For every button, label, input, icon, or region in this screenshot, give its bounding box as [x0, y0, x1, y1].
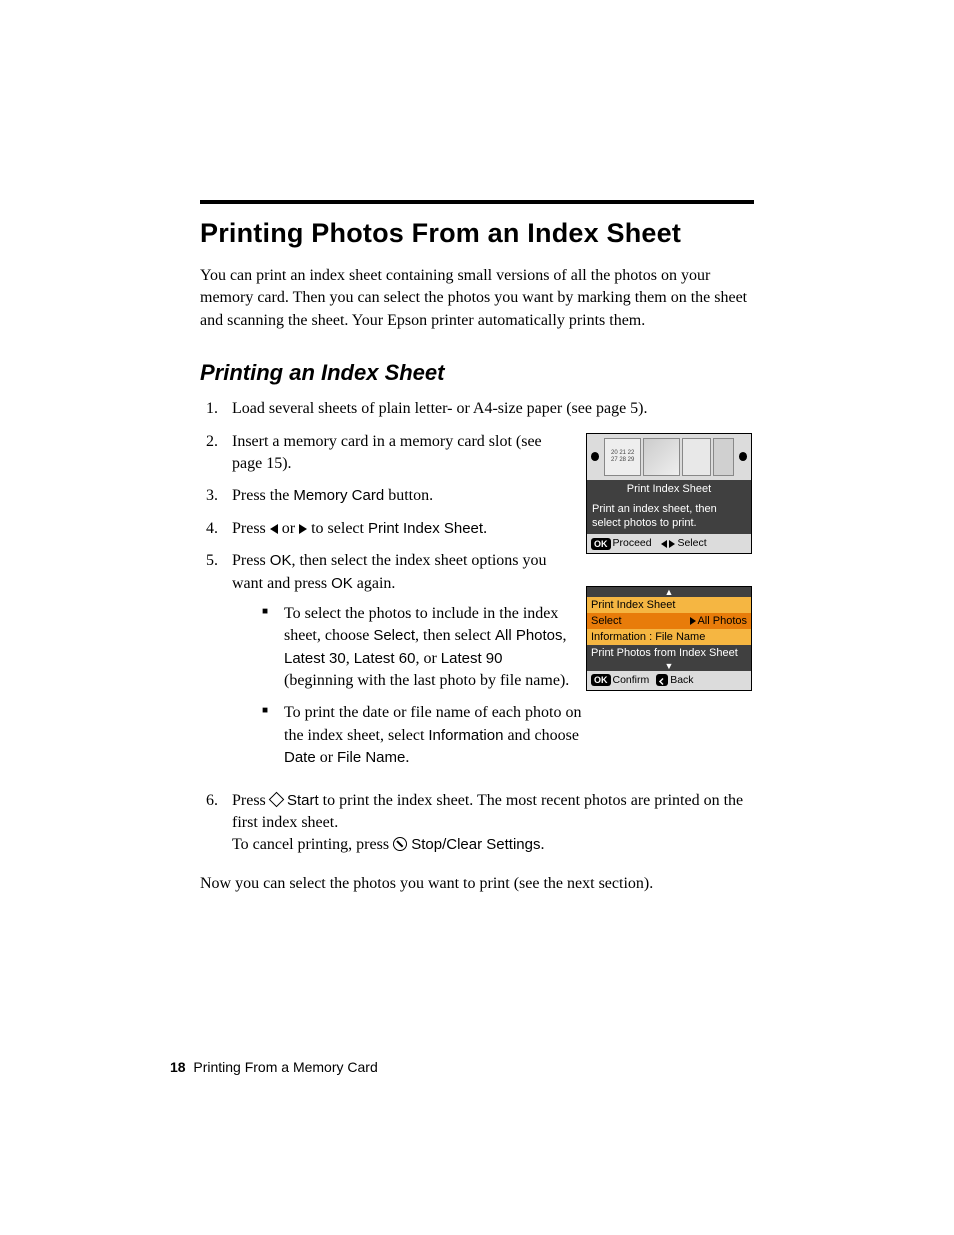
- step-4-mid: or: [278, 520, 299, 537]
- b2-or: or: [316, 749, 337, 766]
- lcd-title: Print Index Sheet: [587, 480, 751, 499]
- closing-paragraph: Now you can select the photos you want t…: [200, 873, 754, 895]
- step-2: 20 21 22 27 28 29 Print Index Sheet Prin…: [222, 431, 754, 476]
- s6-cancel-end: .: [540, 836, 544, 853]
- b1-or: , or: [415, 650, 440, 667]
- page-number: 18: [170, 1059, 186, 1075]
- step-2-text: Insert a memory card in a memory card sl…: [232, 433, 542, 472]
- lcd-filmstrip: 20 21 22 27 28 29: [587, 434, 751, 480]
- select-label-b: Select: [373, 627, 415, 644]
- step-6: Press Start to print the index sheet. Th…: [222, 790, 754, 857]
- page-heading: Printing Photos From an Index Sheet: [200, 218, 754, 249]
- menu-up-arrow: ▲: [587, 587, 751, 597]
- left-arrow-icon: [661, 540, 667, 548]
- date-label: Date: [284, 749, 316, 766]
- thumb-nums: 20 21 22 27 28 29: [611, 450, 634, 464]
- start-label: Start: [283, 792, 319, 809]
- steps-list: Load several sheets of plain letter- or …: [200, 398, 754, 857]
- lcd-screen-1: 20 21 22 27 28 29 Print Index Sheet Prin…: [586, 433, 752, 555]
- ok-label-1: OK: [270, 552, 292, 569]
- b2-b: and choose: [503, 727, 579, 744]
- b1-d: (beginning with the last photo by file n…: [284, 672, 569, 689]
- select-label: Select: [677, 536, 706, 551]
- file-name-label: File Name: [337, 749, 405, 766]
- step-1-text: Load several sheets of plain letter- or …: [232, 400, 648, 417]
- latest-30-label: Latest 30: [284, 650, 346, 667]
- right-arrow-icon: [669, 540, 675, 548]
- step-4-post: to select: [307, 520, 368, 537]
- footer-section: Printing From a Memory Card: [193, 1059, 377, 1075]
- latest-90-label: Latest 90: [441, 650, 503, 667]
- film-frame-4: [713, 438, 733, 476]
- stop-clear-label: Stop/Clear Settings: [407, 836, 540, 853]
- step-5-post: again.: [353, 575, 396, 592]
- left-triangle-icon: [270, 524, 278, 534]
- lcd-hint: OKProceed Select: [587, 534, 751, 553]
- b1-b: , then select: [415, 627, 495, 644]
- right-triangle-icon: [299, 524, 307, 534]
- ok-label-2: OK: [331, 575, 353, 592]
- bullet-information: To print the date or file name of each p…: [262, 702, 754, 769]
- section-rule: [200, 200, 754, 204]
- bullet-select: To select the photos to include in the i…: [262, 603, 754, 693]
- all-photos-label: All Photos: [495, 627, 563, 644]
- page-footer: 18 Printing From a Memory Card: [170, 1059, 378, 1075]
- film-frame-1: 20 21 22 27 28 29: [604, 438, 641, 476]
- step-5-bullets: To select the photos to include in the i…: [232, 603, 754, 770]
- film-dot-left: [591, 452, 599, 461]
- step-3-post: button.: [384, 487, 433, 504]
- step-5-pre: Press: [232, 552, 270, 569]
- memory-card-button-label: Memory Card: [293, 487, 384, 504]
- ok-badge: OK: [591, 538, 611, 550]
- film-frame-3: [682, 438, 712, 476]
- information-label: Information: [428, 727, 503, 744]
- lcd-message: Print an index sheet, then select photos…: [587, 499, 751, 535]
- latest-60-label: Latest 60: [354, 650, 416, 667]
- intro-paragraph: You can print an index sheet containing …: [200, 265, 754, 332]
- b1-c: ,: [563, 627, 567, 644]
- b1-c2: ,: [346, 650, 354, 667]
- step-4-pre: Press: [232, 520, 270, 537]
- start-diamond-icon: [269, 791, 285, 807]
- proceed-label: Proceed: [613, 536, 652, 551]
- b2-end: .: [405, 749, 409, 766]
- film-frame-2: [643, 438, 680, 476]
- step-3-pre: Press the: [232, 487, 293, 504]
- s6-pre: Press: [232, 792, 270, 809]
- stop-icon: [393, 837, 407, 851]
- step-1: Load several sheets of plain letter- or …: [222, 398, 754, 420]
- film-dot-right: [739, 452, 747, 461]
- print-index-sheet-label: Print Index Sheet: [368, 520, 483, 537]
- s6-cancel-pre: To cancel printing, press: [232, 836, 393, 853]
- subheading: Printing an Index Sheet: [200, 360, 754, 386]
- step-4-end: .: [483, 520, 487, 537]
